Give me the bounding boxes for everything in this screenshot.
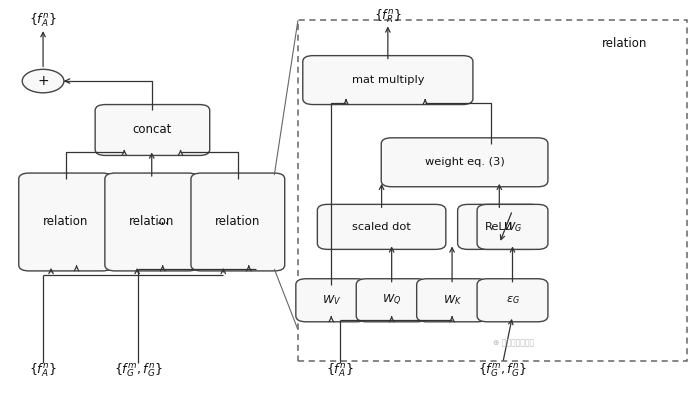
Text: relation: relation xyxy=(215,216,260,229)
FancyBboxPatch shape xyxy=(477,204,548,249)
FancyBboxPatch shape xyxy=(458,204,541,249)
Text: relation: relation xyxy=(129,216,174,229)
FancyBboxPatch shape xyxy=(105,173,199,271)
Text: $\varepsilon_G$: $\varepsilon_G$ xyxy=(505,295,519,306)
FancyBboxPatch shape xyxy=(303,56,473,104)
Text: mat multiply: mat multiply xyxy=(351,75,424,85)
Text: $\{f_A^n\}$: $\{f_A^n\}$ xyxy=(29,12,57,29)
Text: $\{f_R^n\}$: $\{f_R^n\}$ xyxy=(374,8,402,25)
Text: ReLU: ReLU xyxy=(485,222,514,232)
Text: $\{f_A^n\}$: $\{f_A^n\}$ xyxy=(326,362,354,380)
Text: ...: ... xyxy=(157,213,170,227)
Text: relation: relation xyxy=(601,37,647,50)
FancyBboxPatch shape xyxy=(19,173,113,271)
FancyBboxPatch shape xyxy=(477,279,548,322)
Bar xyxy=(298,20,687,361)
Text: scaled dot: scaled dot xyxy=(352,222,411,232)
Text: concat: concat xyxy=(133,123,172,137)
Text: relation: relation xyxy=(43,216,88,229)
FancyBboxPatch shape xyxy=(382,138,548,187)
Text: $\{f_A^n\}$: $\{f_A^n\}$ xyxy=(29,362,57,380)
Text: $\{f_G^m, f_G^n\}$: $\{f_G^m, f_G^n\}$ xyxy=(479,362,527,380)
FancyBboxPatch shape xyxy=(296,279,367,322)
FancyBboxPatch shape xyxy=(317,204,446,249)
FancyBboxPatch shape xyxy=(95,104,210,156)
Circle shape xyxy=(22,69,64,93)
Text: weight eq. (3): weight eq. (3) xyxy=(425,157,505,167)
Text: ⊕ 计算机视觉战队: ⊕ 计算机视觉战队 xyxy=(493,339,534,348)
Text: $W_Q$: $W_Q$ xyxy=(382,293,401,308)
Text: +: + xyxy=(37,74,49,88)
Text: $W_G$: $W_G$ xyxy=(503,220,522,234)
FancyBboxPatch shape xyxy=(191,173,285,271)
Text: $\{f_G^m, f_G^n\}$: $\{f_G^m, f_G^n\}$ xyxy=(114,362,162,380)
FancyBboxPatch shape xyxy=(416,279,487,322)
Text: $W_K$: $W_K$ xyxy=(442,293,461,307)
Text: $W_V$: $W_V$ xyxy=(322,293,341,307)
FancyBboxPatch shape xyxy=(356,279,427,322)
